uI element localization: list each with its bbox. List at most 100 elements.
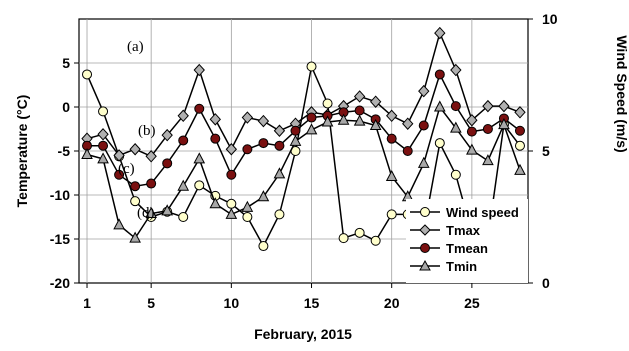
legend-marker-tmax: [419, 224, 431, 236]
right-y-tick-label: 0: [542, 275, 550, 291]
data-point-wind-speed: [322, 98, 333, 109]
data-point-tmin: [417, 156, 430, 168]
data-point-tmean: [466, 126, 477, 137]
data-point-tmin: [289, 134, 302, 146]
legend-item-tmin: Tmin: [410, 259, 477, 274]
data-point-tmax: [369, 95, 382, 108]
right-y-tick-label: 5: [542, 143, 550, 159]
data-point-tmax: [418, 84, 430, 98]
data-point-tmin: [369, 118, 382, 130]
x-tick-label: 1: [83, 295, 91, 311]
data-point-tmax: [145, 150, 157, 163]
data-point-tmin: [466, 143, 478, 155]
data-point-tmean: [450, 101, 461, 112]
data-point-tmean: [178, 135, 189, 146]
data-point-tmax: [241, 111, 254, 124]
data-point-tmean: [98, 140, 109, 151]
data-point-tmax: [113, 149, 125, 162]
data-point-wind-speed: [194, 180, 205, 191]
data-point-tmax: [514, 106, 526, 119]
data-point-tmean: [146, 178, 157, 189]
data-point-tmax: [386, 109, 398, 123]
data-point-tmin: [321, 115, 334, 127]
data-point-tmax: [97, 128, 109, 141]
data-point-wind-speed: [450, 169, 461, 180]
x-tick-label: 25: [464, 295, 480, 311]
data-point-tmin: [433, 100, 446, 112]
right-y-axis-title: Wind Speed (m/s): [614, 35, 629, 152]
data-point-tmin: [113, 218, 125, 230]
data-point-tmean: [386, 133, 397, 144]
data-point-wind-speed: [386, 209, 397, 220]
y-tick-label: -15: [50, 231, 70, 247]
annotation-c: (c): [118, 161, 135, 177]
legend-marker-wind-speed: [420, 207, 430, 217]
series-tmean: [82, 69, 525, 192]
data-point-tmax: [434, 26, 446, 40]
legend-label-wind-speed: Wind speed: [446, 205, 519, 220]
series-line-wind-speed: [86, 63, 521, 248]
data-point-tmin: [225, 207, 238, 219]
right-y-axis-ticks: 0 5 10: [528, 11, 558, 291]
data-point-tmin: [353, 114, 366, 126]
data-point-tmin: [257, 190, 270, 202]
data-point-tmean: [354, 105, 365, 116]
series-line-tmean: [87, 72, 521, 187]
data-point-tmax: [257, 114, 270, 128]
annotation-d: (d): [137, 205, 155, 221]
x-axis-title: February, 2015: [254, 326, 352, 342]
data-point-tmin: [273, 167, 286, 179]
data-point-tmin: [145, 206, 157, 218]
y-tick-label: -5: [58, 143, 71, 159]
annotation-a: (a): [127, 39, 144, 55]
data-point-tmin: [97, 152, 109, 164]
data-point-tmean: [114, 169, 125, 180]
data-point-tmean: [434, 69, 445, 80]
data-point-tmean: [418, 120, 429, 131]
data-point-tmean: [258, 138, 269, 149]
data-point-tmax: [225, 142, 238, 156]
y-tick-label: -10: [50, 187, 70, 203]
data-point-tmean: [482, 124, 493, 134]
data-point-tmax: [161, 128, 173, 142]
x-axis-ticks: 1 5 10 15 20 25: [83, 283, 480, 311]
data-point-tmax: [498, 99, 510, 113]
data-point-tmin: [209, 197, 222, 209]
legend-label-tmin: Tmin: [446, 259, 477, 274]
data-point-tmean: [210, 133, 221, 144]
series-tmin: [81, 100, 526, 243]
data-point-wind-speed: [370, 235, 381, 246]
x-tick-label: 10: [224, 295, 240, 311]
data-point-tmin: [450, 121, 462, 133]
data-point-wind-speed: [338, 233, 349, 244]
x-tick-label: 5: [147, 295, 155, 311]
y-tick-label: 0: [62, 99, 70, 115]
left-y-axis-ticks: -20 -15 -10 -5 0 5: [50, 55, 79, 291]
legend-label-tmax: Tmax: [446, 223, 481, 238]
data-point-wind-speed: [242, 212, 253, 222]
right-y-tick-label: 10: [542, 11, 558, 27]
y-axis-title: Temperature (°C): [14, 95, 30, 208]
legend-marker-tmin: [419, 259, 431, 271]
data-point-wind-speed: [98, 106, 109, 117]
data-point-tmax: [193, 63, 205, 77]
series-line-tmax: [86, 30, 521, 158]
data-point-tmin: [482, 154, 494, 166]
data-point-tmax: [482, 99, 494, 113]
data-point-wind-speed: [306, 61, 317, 72]
data-point-wind-speed: [274, 209, 285, 220]
data-point-tmin: [498, 118, 510, 130]
series-tmax: [81, 26, 526, 163]
data-point-tmean: [242, 144, 253, 155]
data-point-wind-speed: [82, 69, 93, 80]
data-point-wind-speed: [434, 138, 445, 149]
data-point-wind-speed: [514, 140, 525, 151]
data-point-tmean: [290, 125, 301, 136]
x-tick-label: 20: [384, 295, 400, 311]
data-point-tmax: [177, 109, 189, 123]
data-point-wind-speed: [226, 198, 237, 209]
data-point-tmax: [273, 124, 286, 138]
legend-marker-tmean: [420, 243, 430, 253]
annotation-b: (b): [138, 123, 156, 139]
